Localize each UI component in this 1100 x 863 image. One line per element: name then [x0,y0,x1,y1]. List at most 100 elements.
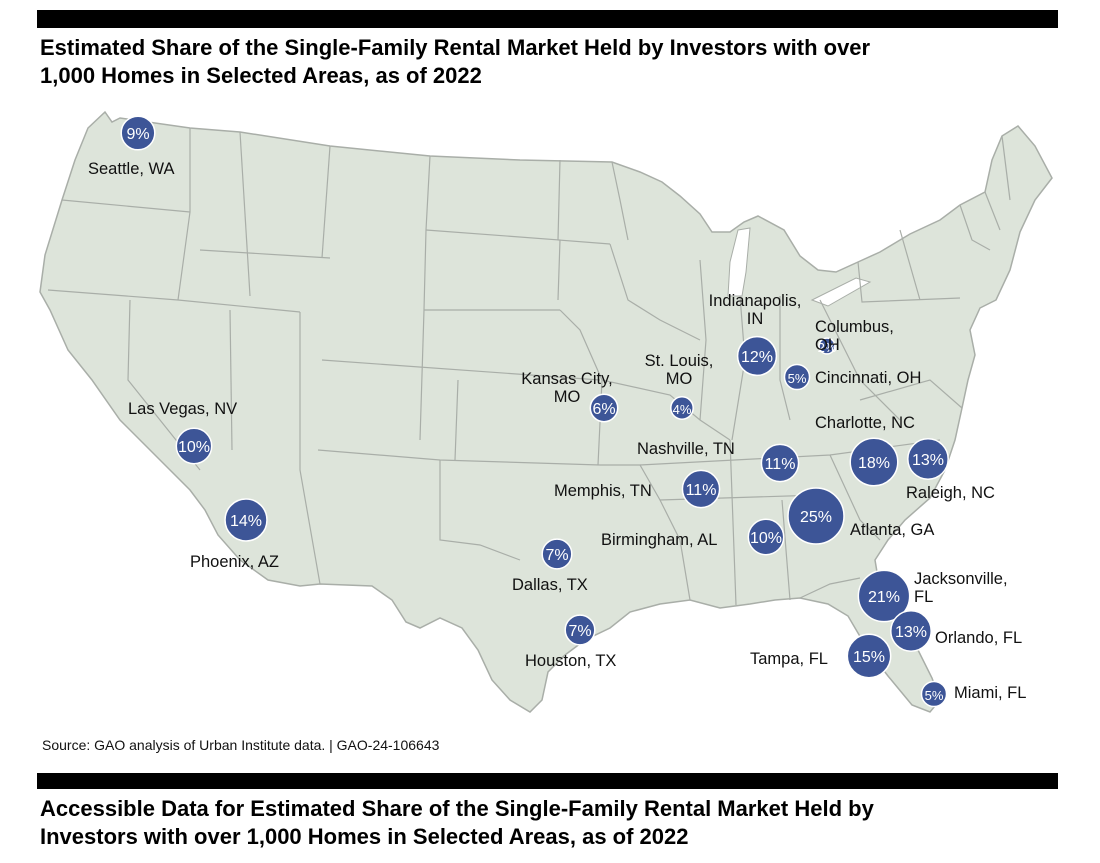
bubble-circle-las-vegas-nv [175,427,213,465]
bubble-kansas-city-mo: 6% [589,393,619,423]
city-label-line: Nashville, TN [637,440,735,458]
bubble-value-cincinnati-oh: 5% [788,371,807,386]
us-landmass [39,110,1053,713]
lake-michigan [727,227,751,297]
city-label-houston-tx: Houston, TX [525,652,616,670]
city-label-seattle-wa: Seattle, WA [88,160,175,178]
top-rule [37,10,1058,28]
city-label-line: Jacksonville, [914,570,1008,588]
bubble-atlanta-ga: 25% [787,487,845,545]
bubble-indianapolis-in: 12% [736,335,778,377]
bubble-circle-tampa-fl [846,633,892,679]
bubble-birmingham-al: 10% [747,518,785,556]
city-label-line: Indianapolis, [709,292,802,310]
bubble-value-charlotte-nc: 18% [858,455,890,472]
bubble-value-kansas-city-mo: 6% [592,401,615,418]
bubble-circle-charlotte-nc [849,437,899,487]
bubble-houston-tx: 7% [564,614,596,646]
bubble-charlotte-nc: 18% [849,437,899,487]
bubble-value-las-vegas-nv: 10% [178,439,210,456]
city-label-nashville-tn: Nashville, TN [637,440,735,458]
city-label-atlanta-ga: Atlanta, GA [850,521,934,539]
figure-title-line-2: 1,000 Homes in Selected Areas, as of 202… [40,63,482,88]
city-label-memphis-tn: Memphis, TN [554,482,652,500]
bubble-orlando-fl: 13% [890,610,932,652]
city-label-columbus-oh: Columbus, OH [815,318,894,354]
bubble-value-st-louis-mo: 4% [673,402,692,417]
bubble-circle-indianapolis-in [736,335,778,377]
bottom-rule [37,773,1058,789]
bubble-tampa-fl: 15% [846,633,892,679]
bubble-circle-phoenix-az [224,498,268,542]
bubble-circle-atlanta-ga [787,487,845,545]
city-label-line: Orlando, FL [935,629,1022,647]
city-label-line: Dallas, TX [512,576,588,594]
figure-title-line-1: Estimated Share of the Single-Family Ren… [40,35,871,60]
bubble-circle-raleigh-nc [907,438,949,480]
bubble-circle-houston-tx [564,614,596,646]
city-label-indianapolis-in: Indianapolis, IN [709,292,802,328]
state-borders [47,128,1011,606]
accessible-data-title-line-2: Investors with over 1,000 Homes in Selec… [40,824,689,849]
bubble-dallas-tx: 7% [541,538,573,570]
city-label-miami-fl: Miami, FL [954,684,1026,702]
bubble-circle-jacksonville-fl [857,569,911,623]
city-label-cincinnati-oh: Cincinnati, OH [815,369,921,387]
city-label-line: IN [747,310,764,328]
bubble-circle-nashville-tn [760,443,800,483]
city-label-line: Phoenix, AZ [190,553,279,571]
city-label-line: Miami, FL [954,684,1026,702]
bubble-value-orlando-fl: 13% [895,624,927,641]
city-label-line: Cincinnati, OH [815,369,921,387]
city-label-line: OH [815,336,840,354]
city-label-orlando-fl: Orlando, FL [935,629,1022,647]
bubble-value-nashville-tn: 11% [765,456,796,473]
city-label-line: Seattle, WA [88,160,175,178]
accessible-data-title: Accessible Data for Estimated Share of t… [40,795,1050,851]
bubble-circle-cincinnati-oh [783,363,811,391]
city-label-line: Columbus, [815,318,894,336]
city-label-st-louis-mo: St. Louis, MO [645,352,714,388]
bubble-jacksonville-fl: 21% [857,569,911,623]
city-label-line: Charlotte, NC [815,414,915,432]
city-label-raleigh-nc: Raleigh, NC [906,484,995,502]
city-label-line: St. Louis, [645,352,714,370]
bubble-value-memphis-tn: 11% [686,482,717,499]
bubble-cincinnati-oh: 5% [783,363,811,391]
city-label-las-vegas-nv: Las Vegas, NV [128,400,237,418]
city-label-kansas-city-mo: Kansas City, MO [521,370,612,406]
figure-title: Estimated Share of the Single-Family Ren… [40,34,1050,90]
bubble-value-dallas-tx: 7% [545,547,568,564]
city-label-line: Las Vegas, NV [128,400,237,418]
city-label-line: Birmingham, AL [601,531,717,549]
bubble-circle-kansas-city-mo [589,393,619,423]
bubble-circle-memphis-tn [681,469,721,509]
city-label-line: FL [914,588,933,606]
bubble-seattle-wa: 9% [120,115,156,151]
city-label-charlotte-nc: Charlotte, NC [815,414,915,432]
city-label-jacksonville-fl: Jacksonville, FL [914,570,1008,606]
bubble-value-atlanta-ga: 25% [800,509,832,526]
city-label-line: MO [554,388,581,406]
bubble-circle-orlando-fl [890,610,932,652]
bubble-value-jacksonville-fl: 21% [868,589,900,606]
city-label-line: Atlanta, GA [850,521,934,539]
bubble-circle-dallas-tx [541,538,573,570]
bubble-value-phoenix-az: 14% [230,513,262,530]
city-label-line: Tampa, FL [750,650,828,668]
bubble-raleigh-nc: 13% [907,438,949,480]
bubble-value-miami-fl: 5% [925,688,944,703]
bubble-memphis-tn: 11% [681,469,721,509]
bubble-circle-seattle-wa [120,115,156,151]
label-layer: Seattle, WA Las Vegas, NV Phoenix, AZ Dalla… [88,160,1026,702]
city-label-line: Kansas City, [521,370,612,388]
bubble-miami-fl: 5% [920,680,948,708]
city-label-birmingham-al: Birmingham, AL [601,531,717,549]
bubble-value-columbus-oh: 2% [818,340,837,355]
accessible-data-title-line-1: Accessible Data for Estimated Share of t… [40,796,874,821]
city-label-dallas-tx: Dallas, TX [512,576,588,594]
bubble-value-seattle-wa: 9% [126,126,149,143]
bubble-phoenix-az: 14% [224,498,268,542]
bubble-nashville-tn: 11% [760,443,800,483]
city-label-line: Raleigh, NC [906,484,995,502]
